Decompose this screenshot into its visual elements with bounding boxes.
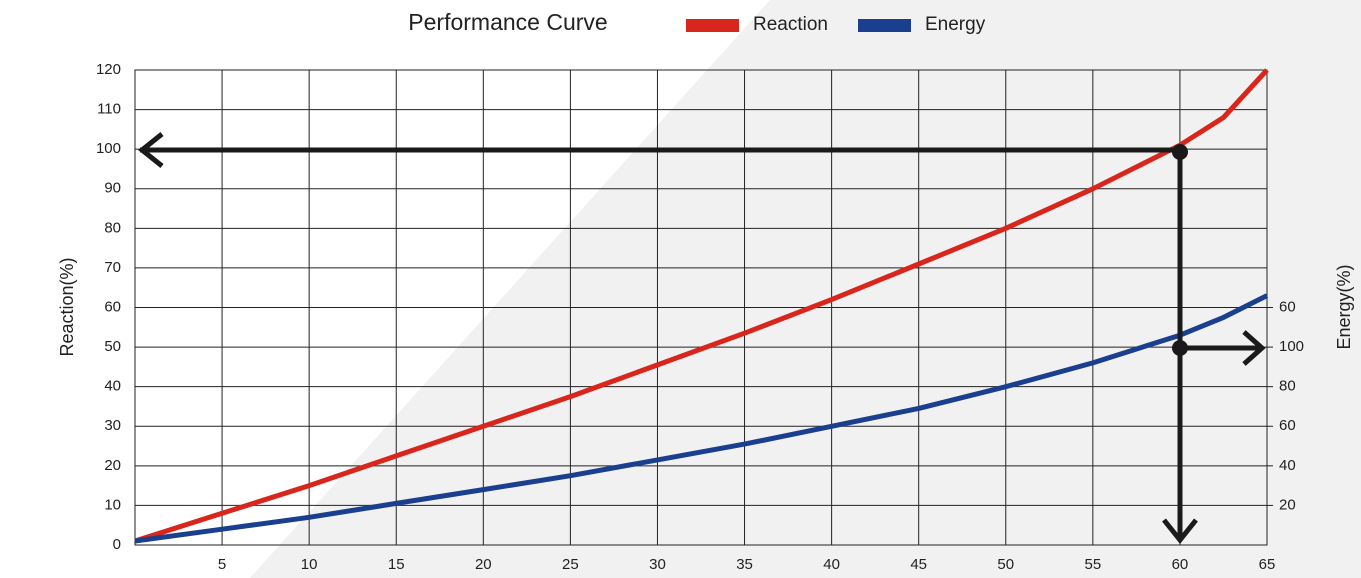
y-tick-label: 90 (104, 180, 121, 197)
x-tick-label: 45 (910, 556, 927, 573)
arrow-head (137, 132, 164, 168)
y-tick-label: 20 (104, 457, 121, 474)
x-tick-label: 40 (823, 556, 840, 573)
legend-swatch (686, 19, 739, 32)
x-tick-label: 55 (1085, 556, 1102, 573)
y2-tick-label: 60 (1279, 417, 1296, 434)
y-tick-label: 110 (97, 101, 121, 118)
annotation-arrows (137, 132, 1266, 545)
y-tick-label: 100 (96, 140, 121, 157)
y-tick-label: 0 (113, 536, 121, 553)
y2-tick-label: 20 (1279, 496, 1296, 513)
x-tick-label: 10 (301, 556, 318, 573)
series-line (134, 68, 1269, 544)
x-tick-label: 20 (475, 556, 492, 573)
y-tick-label: 40 (104, 378, 121, 395)
background-shape (250, 0, 1361, 578)
legend-label: Energy (925, 14, 986, 35)
x-tick-label: 5 (218, 556, 226, 573)
x-tick-label: 25 (562, 556, 579, 573)
y2-tick-label: 100 (1279, 338, 1304, 355)
x-tick-label: 35 (736, 556, 753, 573)
y-tick-label: 80 (104, 219, 121, 236)
chart-title: Performance Curve (408, 9, 607, 35)
x-tick-label: 15 (388, 556, 405, 573)
arrow-dot (1172, 340, 1188, 356)
y2-tick-label: 60 (1279, 298, 1296, 315)
arrow-head (1242, 330, 1266, 366)
arrow-dot (1172, 144, 1188, 160)
legend-label: Reaction (753, 14, 828, 35)
x-tick-label: 50 (997, 556, 1014, 573)
y2-axis-label: Energy(%) (1334, 264, 1354, 349)
y-axis-label: Reaction(%) (57, 257, 77, 356)
y-tick-label: 50 (104, 338, 121, 355)
arrow-head (1162, 518, 1198, 545)
y-tick-label: 10 (104, 496, 121, 513)
y-tick-label: 60 (104, 298, 121, 315)
y2-tick-label: 80 (1279, 378, 1296, 395)
legend-swatch (858, 19, 911, 32)
x-tick-label: 65 (1259, 556, 1276, 573)
y-tick-label: 70 (104, 259, 121, 276)
x-tick-label: 60 (1172, 556, 1189, 573)
y-tick-label: 120 (96, 61, 121, 78)
x-tick-label: 30 (649, 556, 666, 573)
y-tick-label: 30 (104, 417, 121, 434)
y2-tick-label: 40 (1279, 457, 1296, 474)
series-line (134, 293, 1269, 544)
